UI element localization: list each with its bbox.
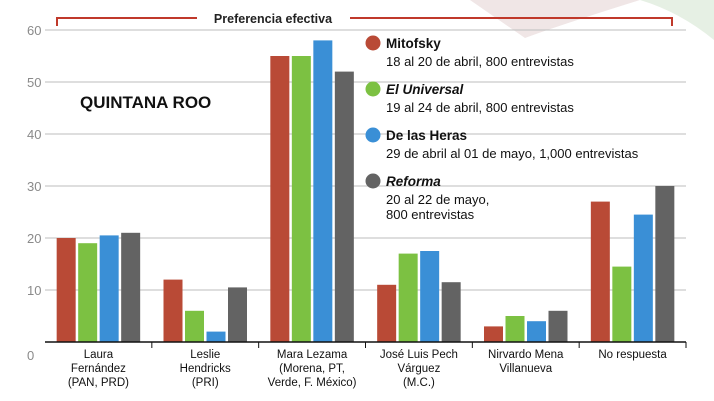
x-axis: Laura Fernández (PAN, PRD) Leslie Hendricks(… [45,341,687,389]
x-category-label: José Luis Pech Várguez (M.C.) [380,349,458,389]
bar-de-las-heras [99,235,119,342]
bar-reforma [655,186,675,342]
bar-mitofsky [56,238,76,342]
legend-description: 29 de abril al 01 de mayo, 1,000 entrevi… [386,146,639,161]
x-category-label: Leslie Hendricks (PRI) [180,349,231,389]
legend: Mitofsky 18 al 20 de abril, 800 entrevist… [365,35,639,222]
bar-mitofsky [270,56,290,342]
x-category-label: Mara Lezama (Morena, PT, Verde, F. México) [268,349,357,389]
legend-description: 20 al 22 de mayo, [386,192,489,207]
title-bracket: Preferencia efectiva [56,12,673,26]
bar-el-universal [78,243,98,342]
bar-mitofsky [377,284,397,342]
bar-reforma [548,310,568,342]
bar-el-universal [185,310,204,342]
bar-reforma [228,287,247,342]
legend-name: Mitofsky [386,36,441,51]
bar-el-universal [291,56,311,342]
chart-title: Preferencia efectiva [214,12,333,26]
legend-name: De las Heras [386,128,467,143]
bar-mitofsky [590,201,610,342]
y-tick-label: 40 [27,127,41,142]
legend-name: El Universal [386,82,464,97]
y-tick-label: 0 [27,348,34,363]
bar-el-universal [505,316,525,342]
bar-el-universal [612,266,632,342]
bar-el-universal [398,253,418,342]
y-tick-label: 20 [27,231,41,246]
legend-description: 800 entrevistas [386,207,475,222]
bar-de-las-heras [206,331,226,342]
legend-description: 18 al 20 de abril, 800 entrevistas [386,54,574,69]
region-label: QUINTANA ROO [80,93,211,112]
legend-name: Reforma [386,174,441,189]
bar-de-las-heras [633,214,653,342]
bar-de-las-heras [527,321,546,342]
legend-swatch [365,81,381,97]
background-decoration [470,0,714,40]
bar-mitofsky [163,279,183,342]
bar-reforma [334,71,354,342]
bar-reforma [121,232,141,342]
legend-swatch [365,35,381,51]
y-tick-label: 60 [27,23,41,38]
legend-swatch [365,173,381,189]
x-category-label: Nirvardo Mena Villanueva [488,349,564,375]
y-tick-label: 10 [27,283,41,298]
bar-reforma [441,282,461,342]
x-category-label: No respuesta [598,349,667,361]
bar-de-las-heras [420,251,440,342]
bar-mitofsky [484,326,503,342]
bars [56,40,675,343]
x-category-label: Laura Fernández (PAN, PRD) [68,349,129,389]
y-tick-label: 30 [27,179,41,194]
legend-swatch [365,127,381,143]
bar-de-las-heras [313,40,333,343]
gridlines [45,29,686,291]
y-axis: 0 10 20 30 40 50 60 [27,23,41,363]
legend-description: 19 al 24 de abril, 800 entrevistas [386,100,574,115]
y-tick-label: 50 [27,75,41,90]
